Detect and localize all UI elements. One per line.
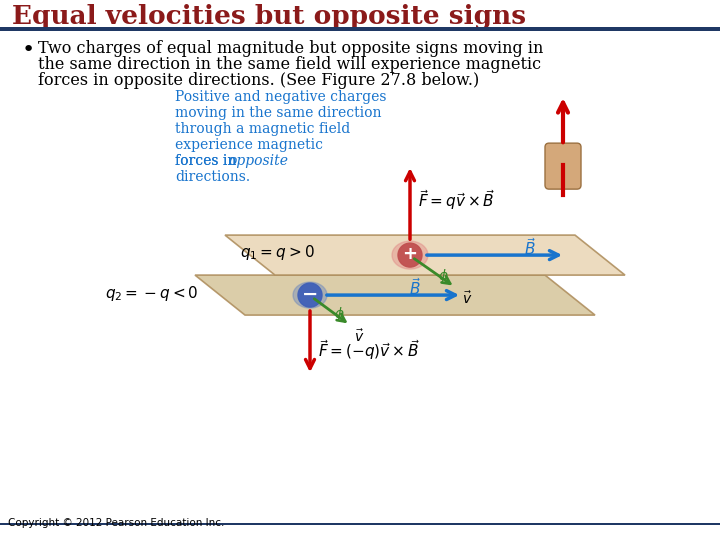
Text: $\vec{B}$: $\vec{B}$ [409, 277, 421, 298]
Polygon shape [225, 235, 625, 275]
Text: $\phi$: $\phi$ [438, 267, 449, 285]
Text: Copyright © 2012 Pearson Education Inc.: Copyright © 2012 Pearson Education Inc. [8, 518, 225, 528]
Ellipse shape [293, 282, 327, 308]
Text: $q_1 = q > 0$: $q_1 = q > 0$ [240, 242, 315, 261]
Text: $\vec{v}$: $\vec{v}$ [354, 328, 364, 345]
Text: directions.: directions. [175, 170, 250, 184]
Text: Equal velocities but opposite signs: Equal velocities but opposite signs [12, 4, 526, 29]
Text: $\phi$: $\phi$ [334, 305, 345, 323]
FancyBboxPatch shape [545, 143, 581, 189]
Text: Two charges of equal magnitude but opposite signs moving in: Two charges of equal magnitude but oppos… [38, 40, 544, 57]
Bar [0, 523, 720, 525]
Text: opposite: opposite [228, 154, 288, 168]
Ellipse shape [392, 241, 428, 269]
Text: the same direction in the same field will experience magnetic: the same direction in the same field wil… [38, 56, 541, 73]
Text: −: − [302, 285, 318, 303]
Text: forces in opposite directions. (See Figure 27.8 below.): forces in opposite directions. (See Figu… [38, 72, 480, 89]
Polygon shape [195, 275, 595, 315]
Bar [0, 27, 720, 31]
Text: $q_2 = -q < 0$: $q_2 = -q < 0$ [105, 284, 199, 302]
Text: Positive and negative charges: Positive and negative charges [175, 90, 387, 104]
Text: through a magnetic field: through a magnetic field [175, 122, 350, 136]
Text: $\vec{F} = q\vec{v} \times \vec{B}$: $\vec{F} = q\vec{v} \times \vec{B}$ [418, 188, 495, 212]
Circle shape [298, 283, 322, 307]
Text: $\vec{v}$: $\vec{v}$ [462, 290, 472, 307]
Text: forces in: forces in [175, 154, 240, 168]
Text: moving in the same direction: moving in the same direction [175, 106, 382, 120]
Text: •: • [22, 40, 35, 60]
Circle shape [398, 243, 422, 267]
Text: +: + [402, 245, 418, 263]
Text: $\vec{B}$: $\vec{B}$ [524, 237, 536, 258]
Text: $\vec{F} = (-q)\vec{v} \times \vec{B}$: $\vec{F} = (-q)\vec{v} \times \vec{B}$ [318, 338, 420, 362]
Text: experience magnetic: experience magnetic [175, 138, 323, 152]
Text: forces in: forces in [175, 154, 240, 168]
